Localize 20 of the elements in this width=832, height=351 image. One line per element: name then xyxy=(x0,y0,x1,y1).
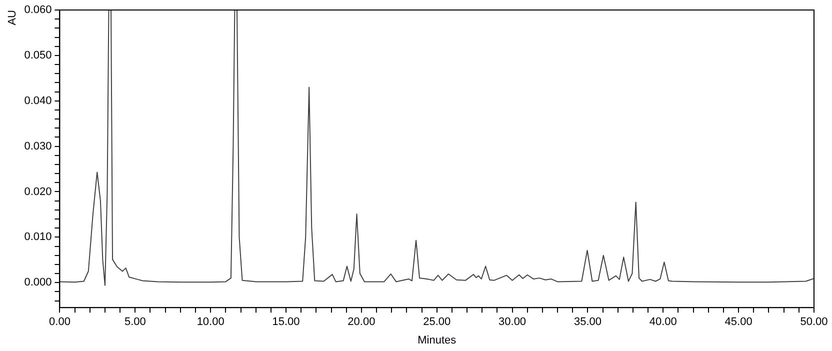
y-tick-label: 0.000 xyxy=(24,276,52,289)
y-tick-label: 0.040 xyxy=(24,94,52,107)
y-axis-title: AU xyxy=(6,10,19,26)
x-tick-label: 40.00 xyxy=(649,316,677,328)
x-tick-label: 25.00 xyxy=(423,316,451,328)
x-tick-label: 30.00 xyxy=(498,316,526,328)
x-tick-label: 50.00 xyxy=(800,316,828,328)
x-tick-label: 35.00 xyxy=(574,316,602,328)
y-tick-label: 0.050 xyxy=(24,49,52,62)
y-tick-label: 0.030 xyxy=(24,140,52,152)
x-tick-label: 20.00 xyxy=(348,316,376,328)
x-tick-label: 5.00 xyxy=(124,316,146,328)
y-tick-label: 0.010 xyxy=(24,231,52,244)
x-axis-title: Minutes xyxy=(418,334,457,346)
x-tick-label: 15.00 xyxy=(272,316,300,328)
y-tick-label: 0.060 xyxy=(24,4,52,16)
x-tick-label: 45.00 xyxy=(724,316,752,328)
x-tick-label: 10.00 xyxy=(196,316,224,328)
y-tick-label: 0.020 xyxy=(24,186,52,198)
x-tick-label: 0.00 xyxy=(49,316,70,328)
